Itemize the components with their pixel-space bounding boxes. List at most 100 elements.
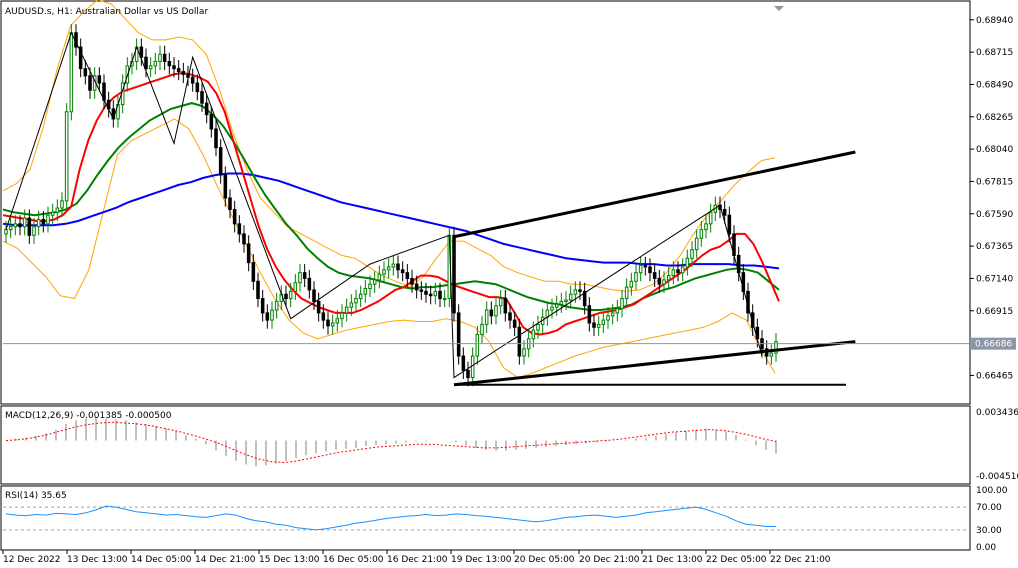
candle-body [288, 290, 293, 300]
trendline [453, 150, 856, 239]
candle-body [638, 265, 643, 274]
candle-body [564, 299, 568, 302]
rsi-line [5, 505, 776, 531]
candle-body [232, 208, 237, 225]
candle-body [358, 293, 363, 300]
price-y-tick-label: 0.67590 [976, 210, 1013, 220]
candle-body [200, 91, 204, 104]
candle-body [690, 249, 694, 259]
candle-body [36, 219, 41, 228]
candle-body [307, 277, 312, 291]
candle-body [396, 263, 400, 271]
zigzag-line [5, 31, 763, 379]
candle-body [88, 75, 92, 91]
candle-body [55, 207, 60, 213]
x-tick-label: 20 Dec 21:00 [579, 555, 640, 565]
macd-y-tick-label: 0.003436 [976, 408, 1018, 418]
candle-body [237, 223, 242, 235]
candle-body [498, 298, 503, 307]
rsi-y-tick-label: 70.00 [976, 503, 1002, 513]
candle-body [148, 65, 153, 70]
candle-body [722, 208, 727, 216]
candle-body [382, 269, 386, 275]
candle-body [410, 277, 414, 285]
mid-ma-line [2, 102, 780, 311]
candle-body [522, 348, 526, 357]
candle-body [335, 318, 340, 324]
candle-body [769, 352, 774, 357]
candle-body [27, 217, 32, 236]
candle-body [512, 319, 517, 328]
candle-body [405, 272, 410, 279]
candle-body [620, 298, 624, 310]
candle-body [4, 229, 8, 235]
candle-body [354, 298, 358, 304]
candle-body [391, 263, 396, 268]
candle-body [22, 217, 27, 228]
scroll-marker-icon[interactable] [774, 6, 784, 11]
candle-body [517, 326, 522, 357]
rsi-panel-frame [0, 485, 971, 551]
x-tick-label: 21 Dec 13:00 [642, 555, 703, 565]
candle-body [78, 46, 83, 70]
x-tick-label: 19 Dec 13:00 [451, 555, 512, 565]
candle-body [573, 289, 578, 295]
rsi-y-tick-label: 100.00 [976, 486, 1008, 496]
candle-body [209, 114, 214, 130]
candle-body [158, 53, 162, 62]
candle-body [214, 128, 218, 149]
candle-body [592, 322, 596, 328]
candle-body [419, 289, 424, 292]
rsi-y-tick-label: 30.00 [976, 526, 1002, 536]
candle-body [596, 323, 601, 328]
candle-body [144, 56, 148, 70]
candle-body [18, 223, 22, 228]
candle-body [699, 229, 704, 239]
candle-body [634, 272, 638, 282]
rsi-y-tick-label: 0.00 [976, 543, 996, 553]
x-tick-label: 15 Dec 13:00 [259, 555, 320, 565]
candle-body [97, 75, 102, 84]
candle-body [349, 302, 354, 308]
candle-body [153, 60, 158, 67]
current-price-label: 0.66686 [975, 340, 1012, 350]
macd-title: MACD(12,26,9) -0.001385 -0.000500 [5, 411, 172, 421]
price-series-layer [2, 0, 969, 387]
candle-body [260, 298, 265, 314]
x-tick-label: 20 Dec 05:00 [514, 555, 575, 565]
x-tick-label: 12 Dec 2022 [3, 555, 61, 565]
upper-band-line [2, 0, 776, 292]
candle-body [344, 306, 349, 314]
candle-body [685, 257, 690, 268]
price-y-tick-label: 0.66915 [976, 307, 1013, 317]
candle-body [316, 300, 321, 314]
candle-body [256, 280, 260, 300]
candle-body [60, 200, 64, 209]
candle-body [167, 60, 172, 67]
x-tick-label: 14 Dec 21:00 [195, 555, 256, 565]
candle-body [461, 355, 466, 371]
candle-body [218, 147, 223, 176]
macd-y-tick-label: -0.004510 [976, 472, 1018, 482]
candle-body [330, 322, 335, 327]
candle-body [69, 32, 74, 113]
candle-body [489, 309, 494, 317]
candle-body [624, 286, 629, 300]
current-price-badge [970, 337, 1016, 350]
candle-body [46, 214, 50, 225]
candle-body [50, 211, 55, 216]
candle-body [657, 277, 662, 285]
candle-body [190, 76, 195, 84]
candle-body [643, 265, 648, 268]
candle-body [554, 303, 559, 308]
candle-body [428, 293, 433, 297]
candle-body [302, 272, 307, 279]
candle-body [536, 323, 540, 331]
candle-body [648, 266, 652, 274]
candle-body [466, 369, 470, 379]
candle-body [172, 65, 176, 70]
candle-body [606, 315, 610, 321]
candle-body [452, 234, 456, 314]
candle-body [424, 290, 428, 295]
price-y-tick-label: 0.68040 [976, 145, 1013, 155]
